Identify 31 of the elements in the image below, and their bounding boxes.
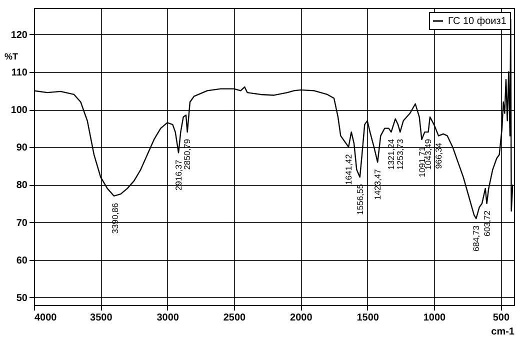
annotation: 2850,79 [182,138,192,170]
x-tick-label: 4000 [34,312,58,324]
y-tick-label: 120 [10,30,28,41]
annotation: 1253,73 [395,138,406,170]
annotation: 603,72 [482,210,492,236]
y-tick-label: 60 [16,255,28,266]
annotation: 1556,55 [354,184,365,215]
x-tick-label: 3500 [90,312,113,324]
y-tick-label: 70 [16,218,28,229]
y-tick-label: 90 [16,142,28,154]
annotation: 1641,42 [343,154,354,185]
annotation: 2916,37 [173,159,184,190]
y-tick-label: 110 [11,67,28,78]
annotation: 1321,24 [386,138,396,170]
annotation: 1423,47 [372,168,383,200]
annotation: 966,34 [433,142,444,169]
y-tick-label: 50 [16,292,28,304]
annotation: 3390,86 [110,202,120,234]
y-axis-title: %T [4,52,18,62]
x-tick-label: 1500 [356,312,380,324]
x-tick-label: 3000 [156,312,180,324]
x-tick-label: 2000 [290,312,313,324]
x-tick-label: 1000 [423,312,446,324]
y-tick-label: 80 [16,180,28,192]
annotation: 684,73 [471,225,482,252]
x-tick-label: 500 [492,312,510,324]
x-tick-label: 2500 [223,312,246,324]
annotation: 1091,71 [416,146,427,178]
legend-label: ГС 10 фоиз1 [448,16,507,27]
y-tick-label: 100 [10,105,28,116]
x-axis-title: cm-1 [491,326,515,338]
